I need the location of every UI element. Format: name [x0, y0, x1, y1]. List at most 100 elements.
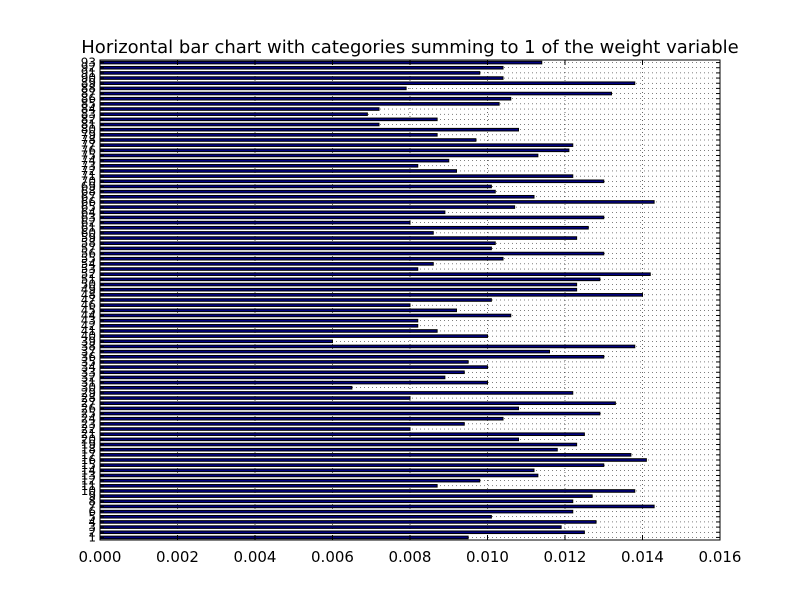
- bar-49: [99, 287, 578, 292]
- bar-89: [99, 81, 636, 86]
- y-tick-label: 73: [81, 159, 96, 173]
- bar-31: [99, 380, 488, 385]
- y-tick-label: 61: [81, 221, 96, 235]
- y-tick-label: 60: [81, 226, 96, 240]
- bar-63: [99, 215, 605, 220]
- bar-55: [99, 256, 504, 261]
- bar-51: [99, 277, 601, 282]
- bar-83: [99, 112, 368, 116]
- y-tick-label: 53: [81, 262, 96, 276]
- bar-61: [99, 225, 589, 230]
- y-tick-label: 81: [81, 118, 96, 132]
- bar-11: [99, 484, 438, 488]
- y-tick-label: 4: [88, 515, 96, 529]
- bar-74: [99, 158, 450, 163]
- y-tick-label: 63: [81, 210, 96, 224]
- y-tick-label: 93: [81, 56, 96, 70]
- x-tick-label: 0.014: [621, 548, 664, 566]
- x-tick-label: 0.010: [466, 548, 509, 566]
- bar-75: [99, 153, 539, 158]
- bar-18: [99, 447, 558, 452]
- y-tick-label: 70: [81, 174, 96, 188]
- y-tick-label: 36: [81, 350, 96, 364]
- y-tick-label: 90: [81, 71, 96, 85]
- bars: [99, 60, 655, 540]
- x-tick-label: 0.000: [79, 548, 122, 566]
- y-tick-label: 56: [81, 247, 96, 261]
- y-tick-label: 27: [81, 396, 96, 410]
- bar-72: [99, 169, 457, 173]
- bar-70: [99, 179, 605, 184]
- y-tick-label: 59: [81, 231, 96, 245]
- y-tick-label: 44: [81, 308, 96, 322]
- bar-58: [99, 241, 496, 246]
- y-tick-label: 2: [88, 525, 96, 539]
- bar-50: [99, 282, 578, 287]
- y-tick-label: 69: [81, 179, 96, 193]
- y-tick-label: 50: [81, 278, 96, 292]
- bar-2: [99, 530, 585, 535]
- chart-title: Horizontal bar chart with categories sum…: [81, 37, 738, 58]
- y-tick-label: 25: [81, 407, 96, 421]
- y-tick-label: 17: [81, 448, 96, 462]
- y-tick-label: 38: [81, 339, 96, 353]
- bar-10: [99, 489, 636, 493]
- y-tick-label: 72: [81, 164, 96, 178]
- bar-1: [99, 535, 469, 540]
- y-tick-label: 62: [81, 216, 96, 230]
- y-tick-label: 6: [88, 505, 96, 519]
- y-tick-label: 40: [81, 329, 96, 343]
- y-tick-label: 5: [88, 510, 96, 524]
- y-tick-label: 57: [81, 241, 96, 255]
- x-axis: 0.000 0.002 0.004 0.006 0.008 0.010 0.012 0.014…: [79, 60, 741, 566]
- bar-7: [99, 504, 655, 509]
- y-tick-label: 83: [81, 107, 96, 121]
- bar-27: [99, 401, 616, 406]
- y-tick-label: 28: [81, 391, 96, 405]
- y-tick-label: 18: [81, 443, 96, 457]
- y-tick-label: 42: [81, 319, 96, 333]
- y-tick-label: 21: [81, 427, 96, 441]
- bar-57: [99, 246, 492, 251]
- bar-68: [99, 189, 496, 194]
- bar-78: [99, 138, 477, 142]
- y-tick-label: 8: [88, 494, 96, 508]
- bar-33: [99, 370, 465, 375]
- y-tick-label: 65: [81, 200, 96, 214]
- bar-62: [99, 220, 411, 225]
- x-tick-label: 0.004: [234, 548, 277, 566]
- y-tick-label: 35: [81, 355, 96, 369]
- bar-16: [99, 458, 647, 462]
- y-tick-label: 19: [81, 438, 96, 452]
- y-tick-label: 13: [81, 468, 96, 482]
- y-tick-label: 52: [81, 267, 96, 281]
- bar-46: [99, 303, 411, 307]
- bar-85: [99, 102, 500, 106]
- bar-34: [99, 365, 488, 369]
- bar-87: [99, 91, 612, 96]
- y-tick-label: 91: [81, 66, 96, 80]
- bar-30: [99, 385, 353, 390]
- bar-93: [99, 60, 543, 65]
- y-tick-label: 89: [81, 76, 96, 90]
- y-tick-label: 24: [81, 412, 96, 426]
- y-axis: 1234567891011121314151617181920212223242…: [81, 56, 720, 544]
- y-tick-label: 49: [81, 283, 96, 297]
- y-tick-label: 51: [81, 272, 96, 286]
- y-tick-label: 67: [81, 190, 96, 204]
- bar-53: [99, 267, 419, 271]
- bar-88: [99, 86, 407, 91]
- bar-40: [99, 334, 488, 338]
- y-tick-label: 78: [81, 133, 96, 147]
- bar-22: [99, 427, 411, 431]
- y-tick-label: 48: [81, 288, 96, 302]
- bar-25: [99, 411, 601, 416]
- bar-35: [99, 360, 469, 364]
- x-tick-label: 0.012: [544, 548, 587, 566]
- bar-67: [99, 194, 535, 199]
- bar-24: [99, 416, 504, 421]
- y-tick-label: 76: [81, 143, 96, 157]
- y-tick-label: 30: [81, 381, 96, 395]
- bar-13: [99, 473, 539, 478]
- bar-3: [99, 525, 562, 529]
